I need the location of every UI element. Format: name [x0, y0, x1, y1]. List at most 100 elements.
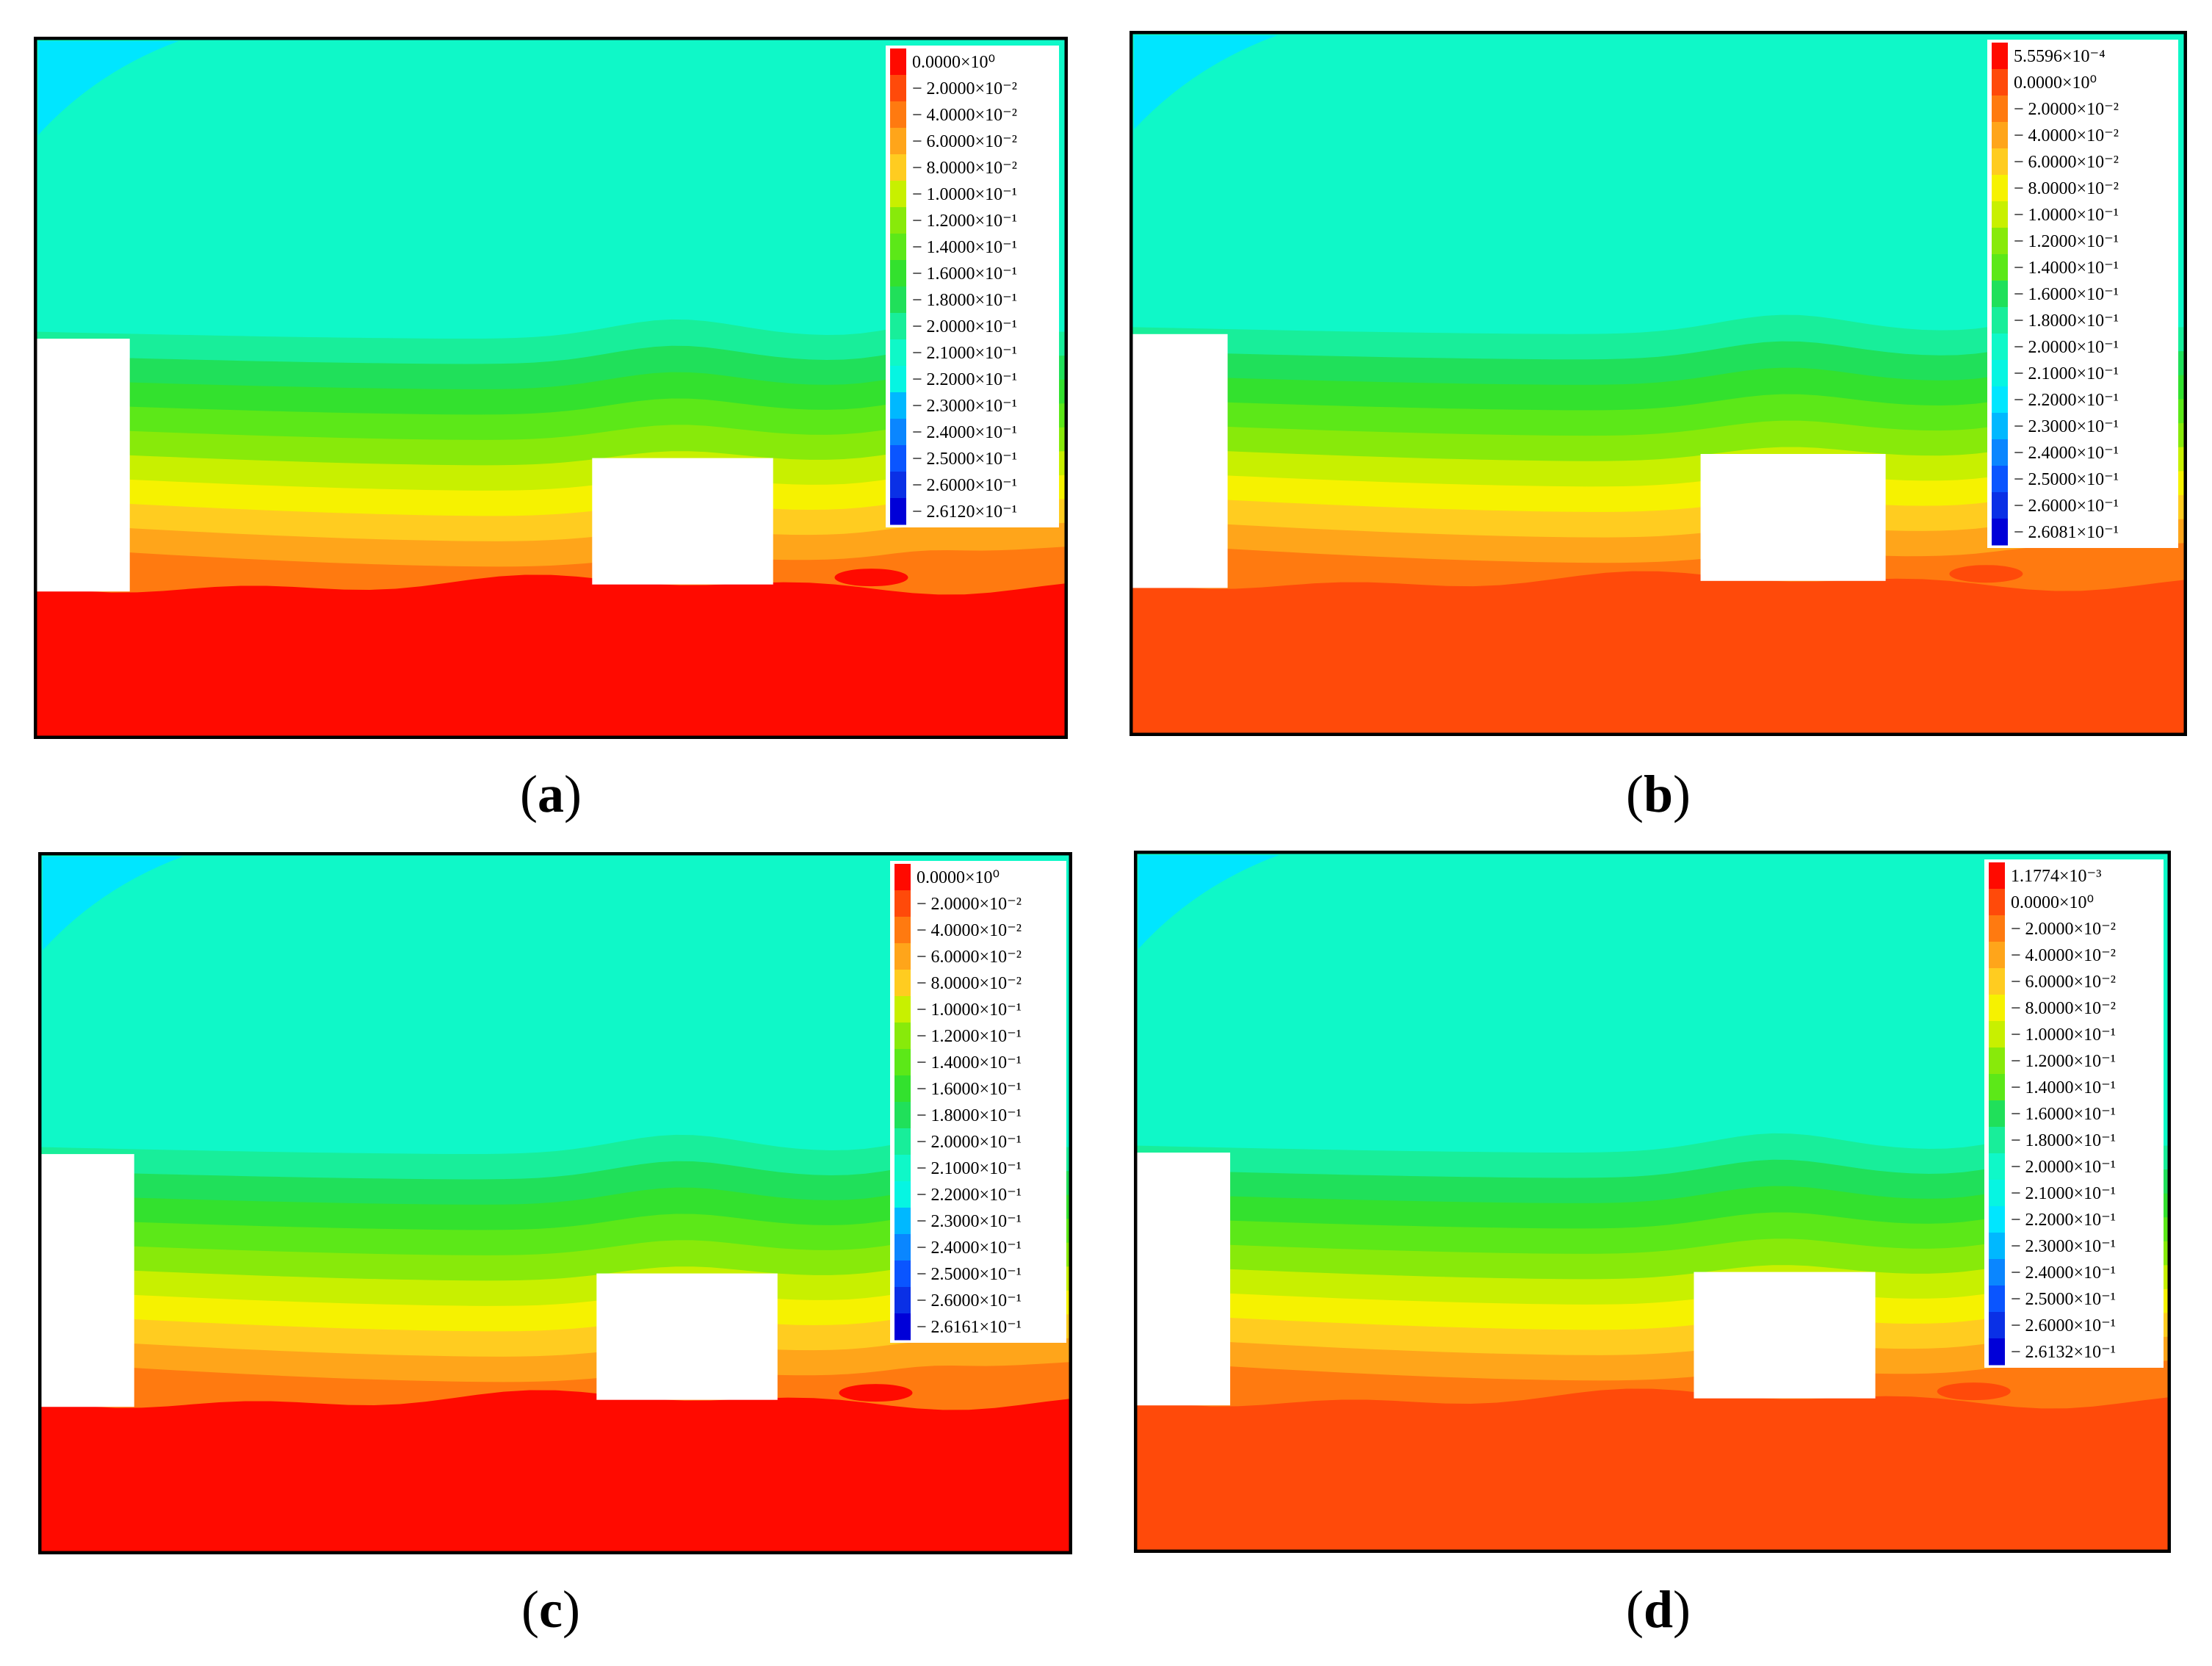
legend-label: − 2.2000×10⁻¹ — [2011, 1211, 2116, 1230]
caption-letter-c: c — [539, 1580, 563, 1639]
legend-label: − 2.2000×10⁻¹ — [917, 1186, 1022, 1205]
legend-label: − 2.3000×10⁻¹ — [2014, 417, 2119, 436]
legend-swatch — [894, 1049, 911, 1076]
legend-swatch — [1989, 862, 2005, 890]
legend-label: − 1.2000×10⁻¹ — [917, 1027, 1022, 1046]
legend-label: − 1.6000×10⁻¹ — [917, 1080, 1022, 1099]
caption-c: (c) — [521, 1580, 580, 1639]
legend-label: − 1.4000×10⁻¹ — [912, 238, 1017, 257]
legend-swatch — [890, 181, 906, 208]
legend-swatch — [1992, 228, 2008, 255]
legend-label: − 8.0000×10⁻² — [917, 974, 1022, 993]
legend-label: − 2.4000×10⁻¹ — [917, 1238, 1022, 1258]
legend-label: − 2.3000×10⁻¹ — [912, 397, 1017, 416]
base-region — [34, 574, 1068, 739]
legend-box — [890, 861, 1066, 1343]
legend-label: − 1.8000×10⁻¹ — [2014, 311, 2119, 331]
legend-box — [886, 46, 1059, 527]
legend-label: − 2.0000×10⁻² — [912, 79, 1017, 98]
legend-swatch — [1992, 69, 2008, 96]
legend-label: − 6.0000×10⁻² — [917, 948, 1022, 967]
legend-swatch — [894, 1023, 911, 1050]
legend-swatch — [1989, 942, 2005, 969]
panel-border — [34, 37, 1068, 739]
legend-label: − 2.6000×10⁻¹ — [2014, 497, 2119, 516]
legend-swatch — [890, 339, 906, 367]
legend-label: − 2.0000×10⁻¹ — [2014, 338, 2119, 357]
corner-region — [43, 857, 184, 951]
legend-label: 5.5596×10⁻⁴ — [2014, 47, 2106, 66]
middle-obstacle — [1700, 454, 1886, 581]
panel-border — [1130, 31, 2187, 736]
legend-swatch — [894, 1234, 911, 1261]
legend-swatch — [1989, 1127, 2005, 1154]
vortex-region — [834, 569, 908, 587]
legend-label: 0.0000×10⁰ — [2011, 893, 2094, 912]
legend-label: 0.0000×10⁰ — [2014, 73, 2097, 93]
legend-swatch — [1989, 1312, 2005, 1339]
legend-swatch — [1992, 439, 2008, 466]
base-region — [1134, 1388, 2171, 1553]
legend-swatch — [894, 1075, 911, 1103]
legend-label: − 1.4000×10⁻¹ — [2011, 1078, 2116, 1097]
legend-swatch — [894, 890, 911, 917]
legend-label: − 2.4000×10⁻¹ — [912, 423, 1017, 442]
legend-label: − 1.0000×10⁻¹ — [2011, 1025, 2116, 1045]
legend-swatch — [890, 260, 906, 287]
legend-label: − 1.0000×10⁻¹ — [2014, 206, 2119, 225]
vortex-region — [1949, 565, 2023, 583]
legend-swatch — [894, 1287, 911, 1314]
legend-swatch — [894, 1261, 911, 1288]
legend-swatch — [890, 234, 906, 261]
legend-swatch — [890, 48, 906, 76]
legend-swatch — [1992, 254, 2008, 281]
legend-swatch — [1989, 1259, 2005, 1286]
caption-letter-b: b — [1643, 765, 1674, 823]
legend-swatch — [1989, 968, 2005, 995]
legend-label: − 6.0000×10⁻² — [912, 132, 1017, 151]
legend-swatch — [894, 970, 911, 997]
legend-swatch — [890, 392, 906, 419]
legend-label: 0.0000×10⁰ — [912, 53, 995, 72]
panel-border — [1134, 851, 2171, 1553]
legend-swatch — [890, 313, 906, 340]
legend-label: − 2.2000×10⁻¹ — [2014, 391, 2119, 410]
legend-swatch — [1989, 1074, 2005, 1101]
contour-panel-d: 1.1774×10⁻³ 0.0000×10⁰ − 2.0000×10⁻² − 4.00… — [1134, 851, 2171, 1553]
legend-swatch — [890, 75, 906, 102]
base-region — [38, 1390, 1072, 1554]
legend-swatch — [1992, 281, 2008, 308]
contour-plot-d: 1.1774×10⁻³ 0.0000×10⁰ − 2.0000×10⁻² − 4.00… — [1134, 851, 2171, 1553]
contour-plot-c: 0.0000×10⁰ − 2.0000×10⁻² − 4.0000×10⁻² − 6.… — [38, 852, 1072, 1554]
contour-panel-b: 5.5596×10⁻⁴ 0.0000×10⁰ − 2.0000×10⁻² − 4.00… — [1130, 31, 2187, 736]
caption-d: (d) — [1625, 1580, 1691, 1639]
legend-label: − 2.3000×10⁻¹ — [917, 1212, 1022, 1231]
legend-label: − 4.0000×10⁻² — [2011, 946, 2116, 965]
legend-label: − 2.6132×10⁻¹ — [2011, 1343, 2116, 1362]
legend-swatch — [1992, 333, 2008, 361]
legend-label: − 2.4000×10⁻¹ — [2014, 444, 2119, 463]
legend-label: − 1.8000×10⁻¹ — [917, 1106, 1022, 1125]
legend-label: − 2.1000×10⁻¹ — [917, 1159, 1022, 1178]
legend-label: − 6.0000×10⁻² — [2011, 973, 2116, 992]
legend-swatch — [890, 445, 906, 472]
legend-swatch — [890, 128, 906, 155]
legend-swatch — [890, 207, 906, 234]
legend-label: − 2.1000×10⁻¹ — [2011, 1184, 2116, 1203]
legend-label: − 1.4000×10⁻¹ — [2014, 259, 2119, 278]
legend-swatch — [1989, 1285, 2005, 1313]
contour-panel-c: 0.0000×10⁰ − 2.0000×10⁻² − 4.0000×10⁻² − 6.… — [38, 852, 1072, 1554]
legend-swatch — [894, 1208, 911, 1235]
legend-swatch — [890, 286, 906, 314]
legend-label: − 2.0000×10⁻¹ — [917, 1133, 1022, 1152]
vortex-region — [1937, 1382, 2011, 1401]
legend-label: − 1.6000×10⁻¹ — [912, 264, 1017, 284]
legend-swatch — [1989, 1153, 2005, 1180]
legend-swatch — [1989, 1047, 2005, 1075]
legend-label: − 1.2000×10⁻¹ — [2011, 1052, 2116, 1071]
legend-swatch — [1992, 122, 2008, 149]
legend-swatch — [890, 419, 906, 446]
legend-label: − 2.0000×10⁻¹ — [2011, 1158, 2116, 1177]
legend-label: − 4.0000×10⁻² — [912, 106, 1017, 125]
legend-swatch — [1992, 95, 2008, 123]
